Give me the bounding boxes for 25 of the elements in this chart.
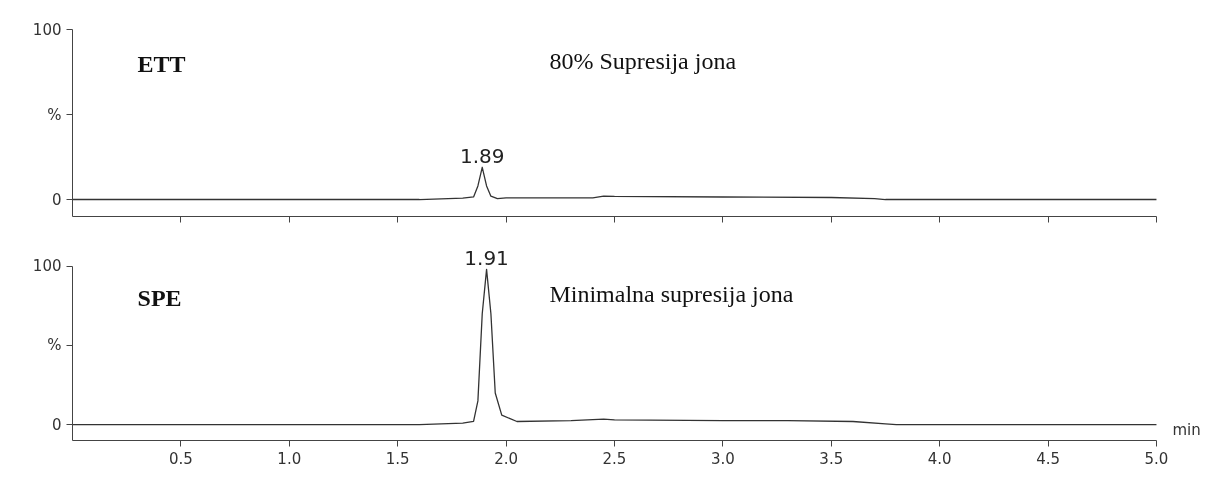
x-tick-label: 4.5: [1036, 449, 1060, 468]
x-tick-label: 2.0: [494, 449, 519, 468]
x-tick-label: 3.5: [819, 449, 844, 468]
x-tick-label: 1.5: [385, 449, 410, 468]
y-tick-label: 100: [32, 20, 62, 39]
annotation: Minimalna supresija jona: [549, 281, 794, 308]
x-tick-label: 0.5: [168, 449, 193, 468]
x-tick-label: 4.0: [927, 449, 952, 468]
x-tick-label: 1.0: [277, 449, 302, 468]
annotation: SPE: [137, 284, 182, 311]
x-tick-label: 3.0: [710, 449, 735, 468]
annotation: 1.89: [459, 144, 505, 169]
x-tick-label: 5.0: [1144, 449, 1169, 468]
line-series: [72, 268, 1158, 426]
y-tick-label: 100: [32, 257, 62, 276]
y-tick-label: 0: [51, 190, 62, 209]
y-tick-label: %: [47, 336, 62, 355]
annotation: ETT: [137, 51, 186, 78]
line-series: [72, 166, 1158, 201]
annotation: 1.91: [464, 246, 509, 271]
x-axis-title: min: [1172, 420, 1201, 439]
y-tick-label: %: [47, 105, 62, 124]
x-tick-label: 2.5: [602, 449, 627, 468]
annotation: 80% Supresija jona: [549, 47, 737, 74]
y-tick-label: 0: [51, 415, 62, 434]
